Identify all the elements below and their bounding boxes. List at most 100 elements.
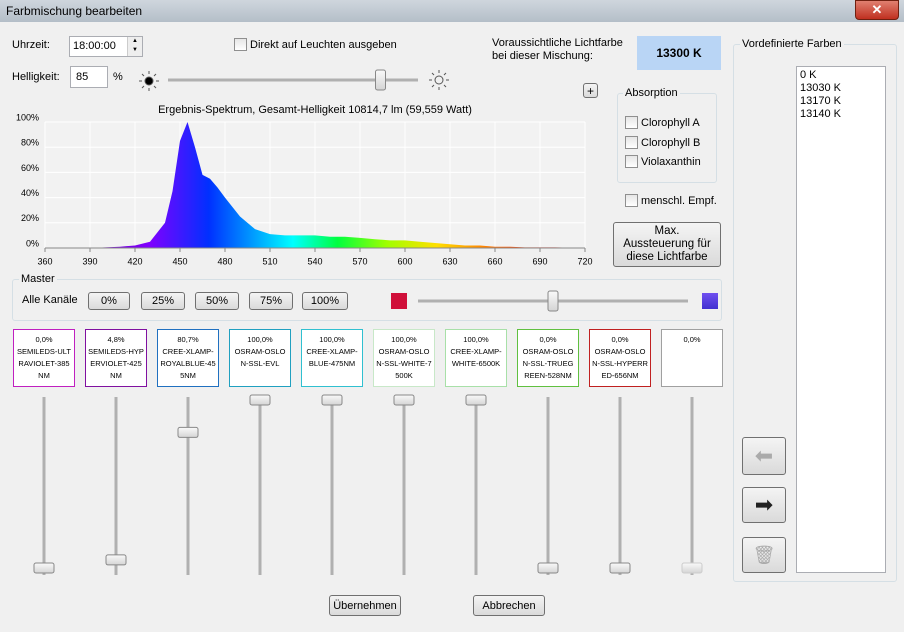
- channel-name: OSRAM-OSLON-SSL-WHITE-7500K: [376, 347, 432, 380]
- checkbox[interactable]: [625, 136, 638, 149]
- y-tick-label: 0%: [26, 238, 39, 248]
- y-tick-label: 60%: [21, 163, 39, 173]
- close-button[interactable]: ✕: [855, 0, 899, 20]
- channel-thumb[interactable]: [537, 562, 559, 574]
- x-tick-label: 360: [37, 256, 52, 266]
- master-button[interactable]: 0%: [88, 292, 130, 310]
- x-tick-label: 480: [217, 256, 232, 266]
- y-tick-label: 40%: [21, 188, 39, 198]
- preset-item[interactable]: 13140 K: [800, 108, 841, 120]
- channel-name: OSRAM-OSLON-SSL-HYPERRED-656NM: [592, 347, 648, 380]
- absorption-item: Clorophyll B: [641, 137, 701, 149]
- channel-box: 100,0% OSRAM-OSLON-SSL-EVL: [229, 329, 291, 387]
- preset-item[interactable]: 13030 K: [800, 82, 841, 94]
- channel-thumb[interactable]: [609, 562, 631, 574]
- remove-arrow-button[interactable]: ⬅: [742, 437, 786, 475]
- master-thumb[interactable]: [547, 290, 559, 312]
- preset-item[interactable]: 0 K: [800, 69, 817, 81]
- master-button[interactable]: 100%: [302, 292, 348, 310]
- brightness-input[interactable]: 85: [70, 66, 108, 88]
- preset-item[interactable]: 13170 K: [800, 95, 841, 107]
- add-arrow-button[interactable]: ➡: [742, 487, 786, 523]
- checkbox[interactable]: [625, 116, 638, 129]
- x-tick-label: 600: [397, 256, 412, 266]
- channel-thumb[interactable]: [321, 394, 343, 406]
- channel-value-label: 0,0%: [611, 335, 629, 344]
- channel-thumb[interactable]: [249, 394, 271, 406]
- master-button[interactable]: 25%: [141, 292, 185, 310]
- channel-value-label: 4,8%: [107, 335, 125, 344]
- x-tick-label: 510: [262, 256, 277, 266]
- x-tick-label: 720: [577, 256, 592, 266]
- channel-value-label: 100,0%: [463, 335, 489, 344]
- channel-thumb[interactable]: [177, 426, 199, 438]
- channel-name: OSRAM-OSLON-SSL-EVL: [234, 347, 286, 368]
- channel-value-label: 100,0%: [391, 335, 417, 344]
- channel-name: SEMILEDS-ULTRAVIOLET-385NM: [16, 347, 72, 380]
- channel-box: 80,7% CREE-XLAMP-ROYALBLUE-455NM: [157, 329, 219, 387]
- all-channels-label: Alle Kanäle: [22, 294, 78, 306]
- presets-list[interactable]: 0 K 13030 K 13170 K 13140 K: [796, 66, 886, 573]
- channel-box: 100,0% CREE-XLAMP-BLUE-475NM: [301, 329, 363, 387]
- channel-name: CREE-XLAMP-BLUE-475NM: [306, 347, 358, 368]
- channel-name: SEMILEDS-HYPERVIOLET-425NM: [88, 347, 144, 380]
- x-tick-label: 390: [82, 256, 97, 266]
- master-button[interactable]: 50%: [195, 292, 239, 310]
- direct-output-label: Direkt auf Leuchten ausgeben: [250, 39, 397, 51]
- channel-thumb[interactable]: [33, 562, 55, 574]
- channel-value-label: 100,0%: [247, 335, 273, 344]
- expected-color-label: Voraussichtliche Lichtfarbe bei dieser M…: [492, 37, 623, 62]
- channel-thumb[interactable]: [105, 554, 127, 566]
- channel-value-label: 80,7%: [177, 335, 199, 344]
- expected-color: 13300 K: [637, 36, 721, 70]
- brightness-unit: %: [113, 71, 123, 83]
- x-tick-label: 690: [532, 256, 547, 266]
- absorption-title: Absorption: [623, 87, 680, 99]
- cancel-button[interactable]: Abbrechen: [473, 595, 545, 616]
- channel-box: 0,0% OSRAM-OSLON-SSL-HYPERRED-656NM: [589, 329, 651, 387]
- blue-swatch: [702, 293, 718, 309]
- brightness-label: Helligkeit:: [12, 71, 60, 83]
- channel-thumb[interactable]: [393, 394, 415, 406]
- channel-value-label: 0,0%: [35, 335, 53, 344]
- channel-value-label: 100,0%: [319, 335, 345, 344]
- plus-button[interactable]: +: [583, 83, 598, 98]
- window-title: Farbmischung bearbeiten: [6, 4, 143, 18]
- x-tick-label: 450: [172, 256, 187, 266]
- channel-box: 4,8% SEMILEDS-HYPERVIOLET-425NM: [85, 329, 147, 387]
- checkbox[interactable]: [625, 155, 638, 168]
- master-group: [12, 279, 722, 321]
- x-tick-label: 570: [352, 256, 367, 266]
- ok-button[interactable]: Übernehmen: [329, 595, 401, 616]
- time-input[interactable]: 18:00:00: [69, 36, 143, 57]
- time-spinner[interactable]: ▲ ▼: [127, 37, 142, 56]
- master-button[interactable]: 75%: [249, 292, 293, 310]
- channel-name: OSRAM-OSLON-SSL-TRUEGREEN-528NM: [522, 347, 574, 380]
- channel-box: 0,0% SEMILEDS-ULTRAVIOLET-385NM: [13, 329, 75, 387]
- x-tick-label: 630: [442, 256, 457, 266]
- sun-icons: [139, 70, 449, 91]
- max-button[interactable]: Max. Aussteuerung für diese Lichtfarbe: [613, 222, 721, 267]
- presets-title: Vordefinierte Farben: [740, 38, 844, 50]
- absorption-item: Clorophyll A: [641, 117, 700, 129]
- x-tick-label: 420: [127, 256, 142, 266]
- channel-thumb[interactable]: [465, 394, 487, 406]
- delete-button[interactable]: 🗑: [742, 537, 786, 573]
- brightness-thumb[interactable]: [375, 69, 386, 91]
- chart-title: Ergebnis-Spektrum, Gesamt-Helligkeit 108…: [158, 104, 472, 116]
- x-tick-label: 540: [307, 256, 322, 266]
- y-tick-label: 80%: [21, 138, 39, 148]
- master-title: Master: [19, 273, 57, 285]
- channel-value-label: 0,0%: [683, 335, 701, 344]
- channel-thumb[interactable]: [681, 562, 703, 574]
- time-label: Uhrzeit:: [12, 39, 50, 51]
- spectrum-area: [90, 122, 585, 248]
- channel-name: CREE-XLAMP-WHITE-6500K: [450, 347, 502, 368]
- title-bar: [0, 0, 904, 22]
- checkbox[interactable]: [625, 194, 638, 207]
- checkbox[interactable]: [234, 38, 247, 51]
- human-label: menschl. Empf.: [641, 195, 717, 207]
- time-value: 18:00:00: [73, 40, 116, 52]
